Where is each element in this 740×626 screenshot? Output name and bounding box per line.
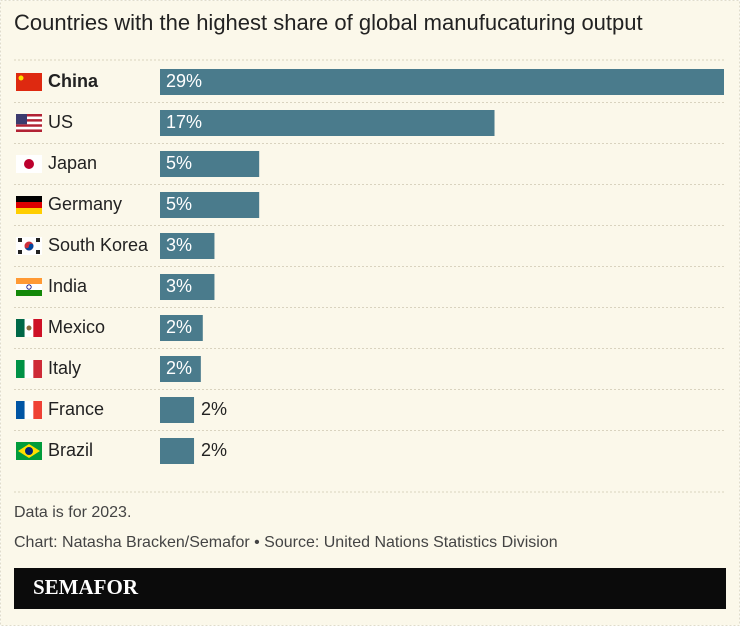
category-label: Mexico (48, 317, 105, 337)
flag-part (16, 208, 42, 214)
flag-part (18, 250, 22, 254)
value-label: 2% (166, 317, 192, 337)
flag-part (16, 284, 42, 290)
flag-part (26, 284, 32, 290)
flag-part (33, 401, 42, 419)
flag (16, 319, 42, 337)
bar (160, 315, 203, 341)
note: Data is for 2023. (14, 504, 131, 521)
value-label: 17% (166, 112, 202, 132)
flag-part (16, 73, 42, 91)
flag-part (33, 319, 42, 337)
flag-part (16, 202, 42, 208)
value-label: 2% (201, 440, 227, 460)
flag-part (16, 278, 42, 284)
flag-part (16, 124, 42, 127)
flag-part (16, 116, 42, 120)
flag (16, 237, 42, 255)
flag (16, 442, 42, 460)
flag-part (33, 360, 42, 378)
value-label: 3% (166, 235, 192, 255)
category-label: US (48, 112, 73, 132)
flag-part (26, 325, 32, 331)
source: Chart: Natasha Bracken/Semafor • Source:… (14, 534, 558, 551)
flag-part (16, 290, 42, 296)
flag-part (16, 319, 25, 337)
flag-part (18, 238, 22, 242)
category-label: Italy (48, 358, 81, 378)
bar (160, 110, 495, 136)
flag-part (16, 129, 42, 132)
bar (160, 274, 215, 300)
brand: SEMAFOR (33, 575, 139, 599)
chart-title: Countries with the highest share of glob… (14, 10, 643, 35)
flag (16, 196, 42, 214)
value-label: 5% (166, 153, 192, 173)
bar (160, 151, 260, 177)
flag (16, 73, 42, 91)
value-label: 5% (166, 194, 192, 214)
category-label: Brazil (48, 440, 93, 460)
bar (160, 356, 201, 382)
flag-part (24, 243, 34, 251)
flag-part (24, 159, 34, 169)
category-label: South Korea (48, 235, 149, 255)
category-label: Germany (48, 194, 122, 214)
flag-part (16, 114, 27, 125)
flag-part (24, 360, 34, 378)
category-label: China (48, 71, 99, 91)
brand-bar (14, 568, 726, 609)
bar (160, 192, 260, 218)
bar (160, 397, 195, 423)
category-label: Japan (48, 153, 97, 173)
bar (160, 438, 195, 464)
category-label: India (48, 276, 88, 296)
flag-part (16, 126, 42, 130)
flag-part (24, 401, 34, 419)
value-label: 2% (166, 358, 192, 378)
bar (160, 69, 724, 95)
flag-part (18, 75, 24, 81)
flag-part (16, 121, 42, 125)
flag-part (16, 119, 42, 122)
flag-part (36, 250, 40, 254)
flag (16, 401, 42, 419)
value-label: 29% (166, 71, 202, 91)
flag-part (16, 114, 42, 117)
category-label: France (48, 399, 104, 419)
flag-part (16, 360, 25, 378)
flag-part (16, 196, 42, 202)
flag-part (16, 401, 25, 419)
flag (16, 278, 42, 296)
flag (16, 360, 42, 378)
flag-part (36, 238, 40, 242)
bar (160, 233, 215, 259)
value-label: 2% (201, 399, 227, 419)
flag-part (25, 447, 33, 455)
value-label: 3% (166, 276, 192, 296)
flag (16, 155, 42, 173)
flag (16, 114, 42, 132)
